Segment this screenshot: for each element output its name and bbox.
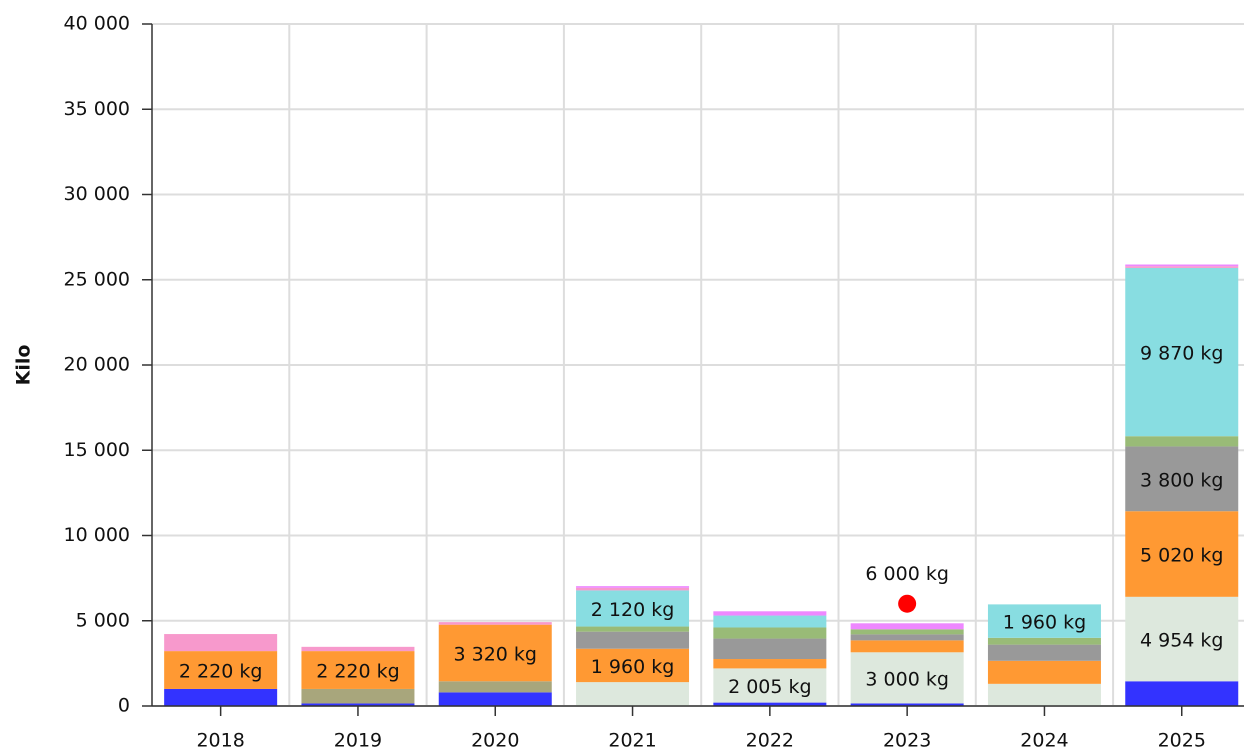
x-tick-label: 2025: [1158, 730, 1206, 751]
data-label: 9 870 kg: [1140, 343, 1224, 365]
bar-segment: [576, 587, 690, 591]
data-label: 2 120 kg: [591, 599, 675, 621]
target-marker: [898, 594, 917, 613]
x-tick-label: 2022: [746, 730, 794, 751]
bar-segment: [987, 604, 1101, 638]
bar-segment: [301, 703, 415, 706]
x-tick-label: 2023: [883, 730, 931, 751]
bar-segment: [713, 659, 827, 669]
bar-segment: [576, 590, 690, 627]
data-label: 2 005 kg: [728, 676, 812, 698]
y-tick-label: 25 000: [64, 268, 130, 290]
data-label: 2 220 kg: [179, 661, 263, 683]
bar-segment: [301, 651, 415, 689]
bar-segment: [1125, 436, 1239, 447]
data-label: 3 800 kg: [1140, 469, 1224, 491]
x-tick-label: 2021: [608, 730, 656, 751]
x-tick-label: 2019: [334, 730, 382, 751]
data-label: 4 954 kg: [1140, 630, 1224, 652]
y-tick-label: 30 000: [64, 183, 130, 205]
bar-segment: [576, 682, 690, 706]
bar-segment: [850, 629, 964, 635]
y-tick-label: 40 000: [64, 13, 130, 35]
bar-segment: [576, 648, 690, 683]
bar-segment: [438, 681, 552, 693]
bar-segment: [1125, 266, 1239, 268]
bar-segment: [164, 634, 278, 652]
bar-segment: [1125, 264, 1239, 267]
bar-segment: [713, 702, 827, 706]
y-tick-label: 10 000: [64, 524, 130, 546]
bar-segment: [850, 703, 964, 706]
bar-segment: [987, 644, 1101, 661]
x-tick-label: 2018: [196, 730, 244, 751]
data-label: 1 960 kg: [1003, 612, 1087, 634]
marker-label: 6 000 kg: [865, 563, 949, 585]
bar-segment: [1125, 446, 1239, 512]
bar-segment: [987, 637, 1101, 645]
bar-segment: [713, 668, 827, 703]
bar-segment: [164, 688, 278, 706]
bar-segment: [301, 646, 415, 652]
bar-segment: [1125, 511, 1239, 597]
y-tick-label: 5 000: [76, 609, 130, 631]
bar-segment: [713, 611, 827, 616]
bar-segment: [713, 638, 827, 660]
bar-segment: [576, 626, 690, 632]
y-tick-label: 15 000: [64, 439, 130, 461]
data-label: 3 000 kg: [865, 668, 949, 690]
bar-segment: [713, 615, 827, 628]
bar-segment: [1125, 596, 1239, 682]
bar-segment: [850, 634, 964, 641]
bar-segment: [713, 627, 827, 639]
data-label: 2 220 kg: [316, 661, 400, 683]
bar-segment: [301, 688, 415, 704]
bar-segment: [850, 652, 964, 704]
bar-segment: [438, 622, 552, 625]
y-axis-label: Kilo: [13, 345, 35, 386]
bar-segment: [438, 624, 552, 682]
bar-segment: [1125, 267, 1239, 437]
bar-segment: [850, 640, 964, 653]
x-tick-label: 2020: [471, 730, 519, 751]
x-tick-label: 2024: [1020, 730, 1068, 751]
y-tick-label: 20 000: [64, 354, 130, 376]
bar-segment: [987, 683, 1101, 706]
y-tick-label: 0: [118, 695, 130, 717]
bar-segment: [438, 692, 552, 706]
bar-segment: [1125, 681, 1239, 706]
bar-segment: [987, 660, 1101, 684]
data-label: 1 960 kg: [591, 656, 675, 678]
bar-segment: [850, 623, 964, 630]
data-label: 3 320 kg: [454, 643, 538, 665]
bar-segment: [576, 586, 690, 588]
data-label: 5 020 kg: [1140, 545, 1224, 567]
bar-segment: [164, 651, 278, 689]
y-tick-label: 35 000: [64, 98, 130, 120]
bar-segment: [576, 631, 690, 649]
